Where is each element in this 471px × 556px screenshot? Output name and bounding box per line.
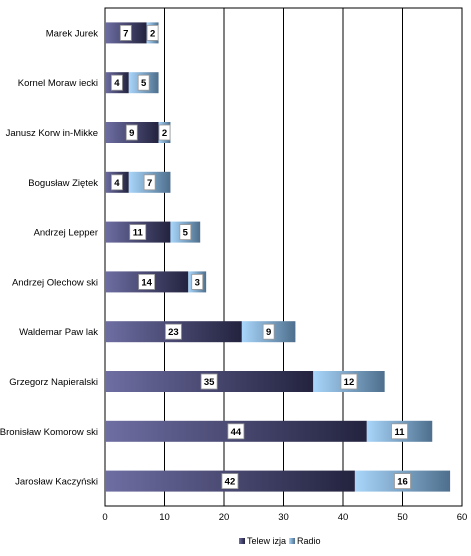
value-label-box <box>119 24 132 41</box>
value-label-box <box>138 273 156 290</box>
value-label: 11 <box>395 427 406 438</box>
value-label-box <box>165 323 182 340</box>
value-label: 44 <box>231 427 242 438</box>
value-label: 9 <box>129 128 134 139</box>
category-label: Grzegorz Napieralski <box>9 377 98 388</box>
value-label-box <box>191 273 204 290</box>
legend-label: Telew izja <box>247 536 286 546</box>
x-tick-label: 0 <box>102 512 107 523</box>
value-label: 9 <box>266 327 271 338</box>
value-label: 7 <box>123 28 128 39</box>
x-tick-label: 30 <box>278 512 289 523</box>
value-label: 3 <box>195 277 200 288</box>
value-label-box <box>394 473 411 490</box>
category-label: Bogusław Ziętek <box>28 178 98 189</box>
legend-swatch <box>289 538 295 544</box>
value-label-box <box>391 423 408 440</box>
legend-label: Radio <box>297 536 321 546</box>
value-label: 5 <box>141 78 147 89</box>
value-label: 42 <box>225 477 236 488</box>
value-label: 12 <box>344 377 355 388</box>
value-label-box <box>137 74 150 91</box>
category-label: Waldemar Paw lak <box>19 327 98 338</box>
category-label: Andrzej Olechow ski <box>12 277 98 288</box>
category-label: Kornel Moraw iecki <box>18 78 98 89</box>
value-label: 16 <box>397 477 408 488</box>
legend-swatch <box>239 538 245 544</box>
value-label-box <box>146 24 159 41</box>
category-label: Jarosław Kaczyński <box>15 477 98 488</box>
category-label: Andrzej Lepper <box>34 228 98 239</box>
value-label: 5 <box>183 228 189 239</box>
category-label: Bronisław Komorow ski <box>0 427 98 438</box>
value-label-box <box>158 124 171 141</box>
value-label: 14 <box>141 277 152 288</box>
category-label: Janusz Korw in-Mikke <box>6 128 98 139</box>
x-tick-label: 50 <box>397 512 408 523</box>
category-label: Marek Jurek <box>46 28 99 39</box>
axes: Marek Jurek Kornel Moraw iecki Janusz Korw… <box>0 28 467 523</box>
value-label: 35 <box>204 377 215 388</box>
value-label: 2 <box>162 128 167 139</box>
value-labels: 7 2 4 5 9 2 4 7 11 5 14 3 23 9 35 12 44 11 42 16 <box>111 24 411 490</box>
value-label-box <box>111 174 123 191</box>
value-label-box <box>111 74 123 91</box>
value-label-box <box>340 373 358 390</box>
value-label: 23 <box>168 327 179 338</box>
legend: Telew izja Radio <box>239 536 321 546</box>
value-label: 4 <box>114 178 120 189</box>
value-label: 4 <box>114 78 120 89</box>
value-label-box <box>125 124 138 141</box>
value-label: 2 <box>150 28 155 39</box>
x-tick-label: 10 <box>159 512 170 523</box>
value-label-box <box>262 323 275 340</box>
x-tick-label: 40 <box>338 512 349 523</box>
bars <box>105 22 451 492</box>
value-label: 7 <box>147 178 152 189</box>
value-label-box <box>227 423 245 440</box>
value-label-box <box>179 224 192 241</box>
x-tick-label: 60 <box>457 512 468 523</box>
value-label-box <box>129 224 147 241</box>
value-label-box <box>143 174 156 191</box>
value-label-box <box>221 473 239 490</box>
value-label-box <box>200 373 218 390</box>
value-label: 11 <box>133 228 144 239</box>
x-tick-label: 20 <box>219 512 230 523</box>
